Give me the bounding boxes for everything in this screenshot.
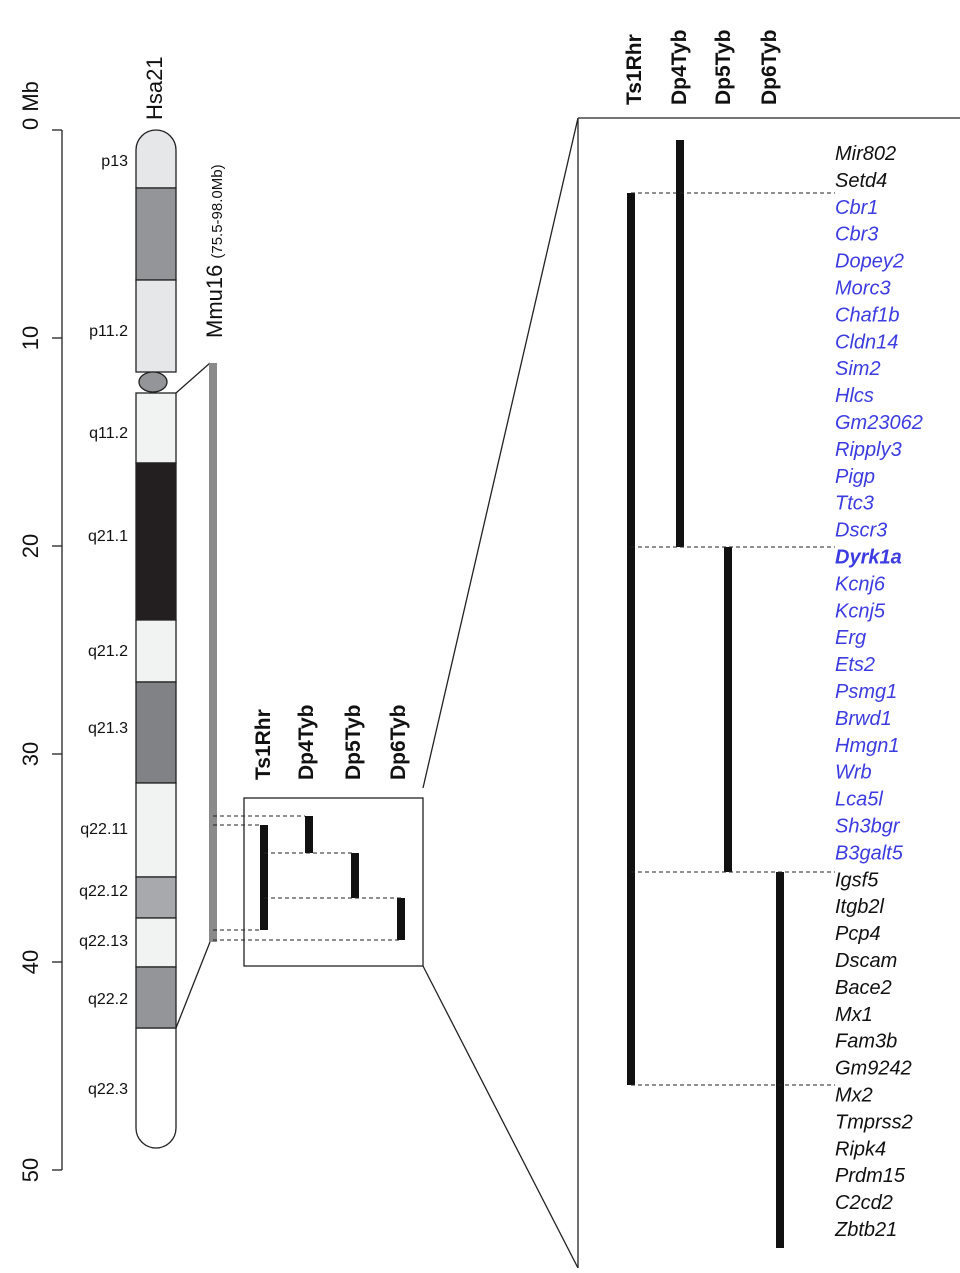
gene-label: Lca5l bbox=[835, 789, 883, 811]
gene-label: Dscam bbox=[835, 950, 897, 972]
chrom-bottom bbox=[136, 1028, 176, 1148]
axis-label: 40 bbox=[18, 950, 43, 974]
gene-label: Cbr3 bbox=[835, 224, 878, 246]
axis-label: 10 bbox=[18, 326, 43, 350]
gene-label: Prdm15 bbox=[835, 1165, 906, 1187]
strain-header: Dp6Tyb bbox=[758, 30, 781, 105]
chrom-top bbox=[136, 130, 176, 188]
gene-label: Dyrk1a bbox=[835, 547, 902, 569]
gene-label: Sh3bgr bbox=[835, 816, 901, 838]
chrom-name: Hsa21 bbox=[142, 56, 167, 120]
strain-header: Ts1Rhr bbox=[623, 34, 646, 105]
band bbox=[136, 783, 176, 877]
gene-label: Mx1 bbox=[835, 1004, 873, 1026]
strain-header: Dp4Tyb bbox=[668, 30, 691, 105]
band-label: q22.12 bbox=[79, 883, 128, 900]
gene-label: Bace2 bbox=[835, 977, 892, 999]
gene-label: Dopey2 bbox=[835, 251, 904, 273]
chromosome bbox=[136, 130, 176, 1148]
mouse-label: Mmu16 (75.5-98.0Mb) bbox=[202, 164, 227, 338]
band-label: p11.2 bbox=[89, 323, 128, 340]
gene-label: Pigp bbox=[835, 466, 875, 488]
band bbox=[136, 280, 176, 372]
mouse-range: (75.5-98.0Mb) bbox=[209, 164, 226, 258]
gene-label: Pcp4 bbox=[835, 923, 881, 945]
band bbox=[136, 620, 176, 682]
band-label: q11.2 bbox=[89, 425, 128, 442]
band-label: q22.2 bbox=[88, 991, 128, 1008]
gene-label: Psmg1 bbox=[835, 681, 897, 703]
band-label: q22.13 bbox=[79, 933, 128, 950]
axis-label: 30 bbox=[18, 742, 43, 766]
gene-label: Ripk4 bbox=[835, 1138, 886, 1160]
strain-bar bbox=[776, 872, 784, 1248]
band-label: q21.1 bbox=[88, 528, 128, 545]
band-label: q21.2 bbox=[88, 643, 128, 660]
mmu16-bar bbox=[209, 363, 217, 942]
gene-label: Erg bbox=[835, 627, 866, 649]
axis-label: 0 Mb bbox=[18, 81, 43, 130]
gene-label: Mir802 bbox=[835, 143, 896, 165]
gene-label: Ttc3 bbox=[835, 493, 874, 515]
gene-label: Cldn14 bbox=[835, 331, 898, 353]
strain-header: Dp6Tyb bbox=[387, 705, 410, 780]
band bbox=[136, 188, 176, 280]
gene-label: Itgb2l bbox=[835, 896, 884, 918]
gene-label: Zbtb21 bbox=[834, 1219, 897, 1241]
strain-header: Dp5Tyb bbox=[712, 30, 735, 105]
gene-label: Sim2 bbox=[835, 358, 881, 380]
strain-header: Dp4Tyb bbox=[295, 705, 318, 780]
gene-label: Ripply3 bbox=[835, 439, 902, 461]
band-label: q22.3 bbox=[88, 1081, 128, 1098]
axis-label: 50 bbox=[18, 1158, 43, 1182]
gene-label: Gm23062 bbox=[835, 412, 923, 434]
gene-label: Kcnj5 bbox=[835, 600, 886, 622]
band bbox=[136, 877, 176, 918]
gene-label: Hlcs bbox=[835, 385, 874, 407]
strain-bar bbox=[260, 825, 268, 930]
gene-label: Gm9242 bbox=[835, 1058, 912, 1080]
band bbox=[136, 463, 176, 620]
gene-label: Setd4 bbox=[835, 170, 887, 192]
strain-bar bbox=[351, 853, 359, 898]
strain-bar bbox=[676, 140, 684, 547]
mouse-name: Mmu16 bbox=[202, 265, 227, 338]
axis-label: 20 bbox=[18, 534, 43, 558]
strain-header: Ts1Rhr bbox=[252, 709, 275, 780]
gene-label: C2cd2 bbox=[835, 1192, 893, 1214]
gene-label: Igsf5 bbox=[835, 869, 879, 891]
band bbox=[136, 682, 176, 783]
gene-label: Kcnj6 bbox=[835, 573, 886, 595]
gene-label: Chaf1b bbox=[835, 304, 900, 326]
strain-bar bbox=[627, 193, 635, 1085]
band bbox=[136, 918, 176, 967]
gene-label: Morc3 bbox=[835, 278, 891, 300]
gene-label: Brwd1 bbox=[835, 708, 892, 730]
strain-bar bbox=[724, 547, 732, 872]
gene-label: Fam3b bbox=[835, 1031, 897, 1053]
layout bbox=[62, 118, 960, 1268]
strain-bar bbox=[397, 898, 405, 940]
gene-label: Tmprss2 bbox=[835, 1111, 913, 1133]
gene-label: Cbr1 bbox=[835, 197, 878, 219]
gene-label: B3galt5 bbox=[835, 842, 904, 864]
gene-label: Dscr3 bbox=[835, 520, 887, 542]
strain-header: Dp5Tyb bbox=[342, 705, 365, 780]
centromere bbox=[139, 372, 167, 392]
band-label: q22.11 bbox=[80, 821, 128, 838]
strain-bar bbox=[305, 816, 313, 853]
gene-label: Mx2 bbox=[835, 1085, 873, 1107]
band-label: p13 bbox=[101, 153, 128, 170]
band bbox=[136, 967, 176, 1028]
band-label: q21.3 bbox=[88, 720, 128, 737]
gene-label: Wrb bbox=[835, 762, 872, 784]
band bbox=[136, 393, 176, 463]
gene-label: Ets2 bbox=[835, 654, 875, 676]
figure: 0 Mb 10 20 30 40 50 p13 p11.2 q11.2 q21.1 q21.2 q21… bbox=[0, 0, 960, 1268]
gene-label: Hmgn1 bbox=[835, 735, 899, 757]
